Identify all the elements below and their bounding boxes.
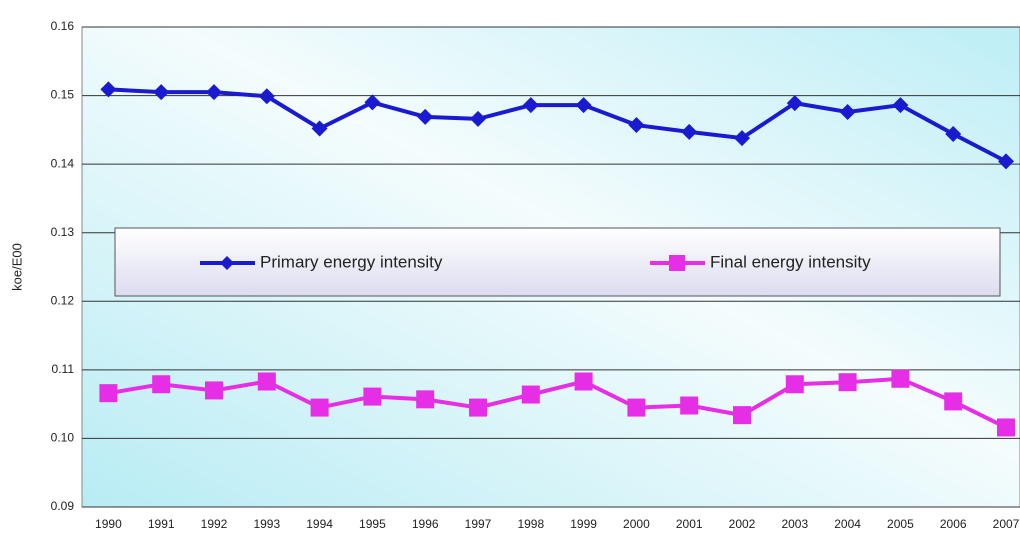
point xyxy=(680,396,699,415)
point xyxy=(205,381,223,400)
y-tick-label: 0.14 xyxy=(51,156,75,170)
point xyxy=(838,373,857,392)
x-tick-label: 1992 xyxy=(201,517,228,531)
x-tick-label: 1997 xyxy=(465,517,492,531)
legend-marker xyxy=(669,255,685,271)
x-tick-label: 2000 xyxy=(623,517,650,531)
x-tick-label: 2006 xyxy=(940,517,967,531)
point xyxy=(364,94,381,111)
legend-label: Primary energy intensity xyxy=(260,252,443,271)
legend-box xyxy=(114,227,1001,297)
x-tick-label: 1995 xyxy=(359,517,386,531)
point xyxy=(892,97,909,114)
y-axis-label: koe/E00 xyxy=(9,243,24,291)
x-tick-label: 1994 xyxy=(306,517,333,531)
point xyxy=(257,372,276,391)
point xyxy=(891,369,910,388)
x-tick-label: 2007 xyxy=(993,517,1020,531)
y-tick-label: 0.09 xyxy=(51,499,75,513)
y-tick-label: 0.11 xyxy=(52,362,75,376)
point xyxy=(258,88,275,105)
x-tick-label: 2004 xyxy=(834,517,861,531)
point xyxy=(99,384,118,403)
y-tick-label: 0.16 xyxy=(51,19,75,33)
point xyxy=(628,117,645,134)
y-tick-label: 0.12 xyxy=(51,293,75,307)
y-tick-label: 0.10 xyxy=(51,431,75,445)
x-tick-label: 2002 xyxy=(729,517,756,531)
x-tick-label: 1998 xyxy=(517,517,544,531)
point xyxy=(627,398,646,417)
point xyxy=(363,387,382,406)
point xyxy=(681,123,698,140)
x-tick-label: 2001 xyxy=(676,517,703,531)
point xyxy=(416,390,435,409)
x-tick-label: 2005 xyxy=(887,517,914,531)
legend-label: Final energy intensity xyxy=(710,252,871,271)
point xyxy=(470,110,486,127)
legend-marker xyxy=(220,256,234,270)
point xyxy=(839,104,856,121)
point xyxy=(521,385,540,404)
point xyxy=(311,120,328,137)
x-tick-label: 1991 xyxy=(148,517,175,531)
point xyxy=(417,108,434,125)
point xyxy=(522,97,539,114)
x-tick-label: 1993 xyxy=(253,517,280,531)
point xyxy=(310,398,329,417)
point xyxy=(206,84,222,101)
x-tick-label: 2003 xyxy=(781,517,808,531)
point xyxy=(944,392,963,411)
point xyxy=(945,125,962,142)
x-tick-label: 1996 xyxy=(412,517,439,531)
point xyxy=(997,418,1015,437)
point xyxy=(998,153,1014,170)
point xyxy=(153,84,170,101)
x-tick-label: 1999 xyxy=(570,517,597,531)
x-tick-label: 1990 xyxy=(95,517,122,531)
y-tick-label: 0.15 xyxy=(51,88,75,102)
point xyxy=(574,372,593,391)
point xyxy=(152,375,171,394)
point xyxy=(785,375,804,394)
series-line xyxy=(108,87,1007,164)
point xyxy=(469,398,487,417)
y-tick-label: 0.13 xyxy=(51,225,75,239)
point xyxy=(786,95,803,112)
point xyxy=(100,81,117,98)
point xyxy=(575,97,592,114)
point xyxy=(734,130,750,147)
point xyxy=(733,406,751,425)
